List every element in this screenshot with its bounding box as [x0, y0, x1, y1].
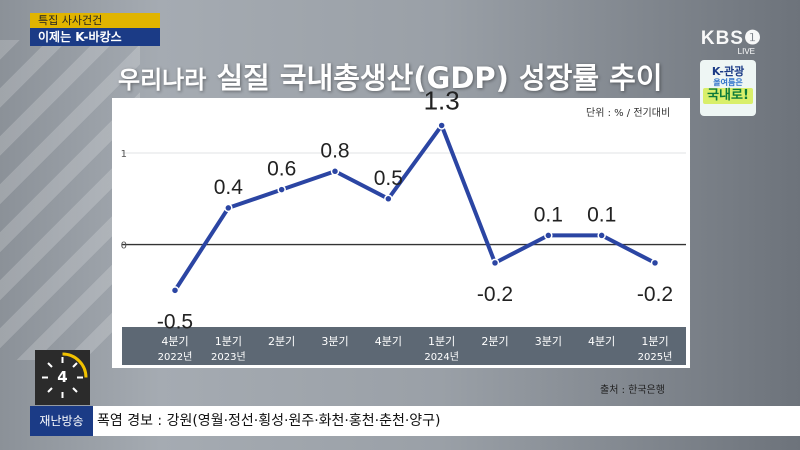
x-axis-band [122, 327, 686, 365]
x-tick-label-3: 3분기 [321, 335, 348, 348]
x-tick-label-0: 4분기 [161, 335, 188, 348]
data-point-4 [384, 194, 393, 204]
x-tick-year-9: 2025년 [638, 351, 673, 363]
data-label-2: 0.6 [267, 158, 296, 181]
chart-title: 우리나라 실질 국내총생산(GDP) 성장률 추이 [118, 55, 663, 97]
ticker-label: 재난방송 [30, 406, 93, 436]
data-point-6 [490, 258, 500, 268]
y-tick-label-1: 1 [121, 149, 127, 160]
clock-value: 4 [57, 368, 68, 386]
x-tick-label-7: 3분기 [535, 335, 562, 348]
broadcaster-logo: KBS❶ [700, 28, 762, 49]
x-tick-label-5: 1분기 [428, 335, 455, 348]
data-label-7: 0.1 [534, 203, 563, 226]
x-tick-year-0: 2022년 [158, 351, 193, 363]
data-point-0 [170, 286, 180, 295]
data-point-8 [597, 231, 606, 240]
x-tick-label-2: 2분기 [268, 335, 295, 348]
data-point-3 [330, 167, 340, 176]
data-label-6: -0.2 [477, 283, 513, 306]
data-point-2 [277, 185, 286, 194]
campaign-logo: K-관광 올여름은 국내로! [700, 60, 756, 116]
data-label-0: -0.5 [157, 310, 193, 333]
source-label: 출처 : 한국은행 [600, 385, 665, 396]
clock-ticks-icon [42, 352, 88, 398]
unit-label: 단위 : % / 전기대비 [586, 108, 671, 119]
data-label-8: 0.1 [587, 203, 616, 226]
data-label-4: 0.5 [374, 167, 403, 190]
chart-title-main: 실질 국내총생산(GDP) 성장률 추이 [216, 61, 663, 95]
data-point-1 [224, 203, 233, 213]
data-label-9: -0.2 [637, 283, 673, 306]
x-tick-label-4: 4분기 [375, 335, 402, 348]
x-tick-year-1: 2023년 [211, 351, 246, 363]
campaign-logo-line2: 올여름은 [713, 78, 743, 87]
countdown-clock: 4 [35, 350, 90, 405]
data-point-9 [650, 258, 660, 268]
data-label-3: 0.8 [320, 139, 349, 162]
x-tick-label-6: 2분기 [481, 335, 508, 348]
campaign-logo-line3: 국내로! [703, 88, 753, 104]
x-tick-label-8: 4분기 [588, 335, 615, 348]
program-subtitle: 이제는 K-바캉스 [30, 28, 160, 46]
campaign-logo-line1: K-관광 [711, 65, 745, 78]
series-line [173, 123, 657, 293]
ticker-text: 폭염 경보 : 강원(영월·정선·횡성·원주·화천·홍천·춘천·양구) [93, 406, 800, 436]
data-point-5 [437, 121, 446, 130]
program-tag: 특집 사사건건 [30, 13, 160, 28]
x-tick-label-1: 1분기 [215, 335, 242, 348]
x-tick-year-5: 2024년 [424, 351, 459, 363]
data-label-5: 1.3 [424, 85, 460, 115]
data-point-7 [544, 231, 553, 240]
y-tick-label-0: 0 [121, 241, 127, 252]
x-tick-label-9: 1분기 [641, 335, 668, 348]
chart-panel [112, 98, 690, 368]
live-label: LIVE [737, 47, 755, 56]
chart-title-prefix: 우리나라 [118, 66, 207, 94]
data-label-1: 0.4 [214, 176, 244, 199]
